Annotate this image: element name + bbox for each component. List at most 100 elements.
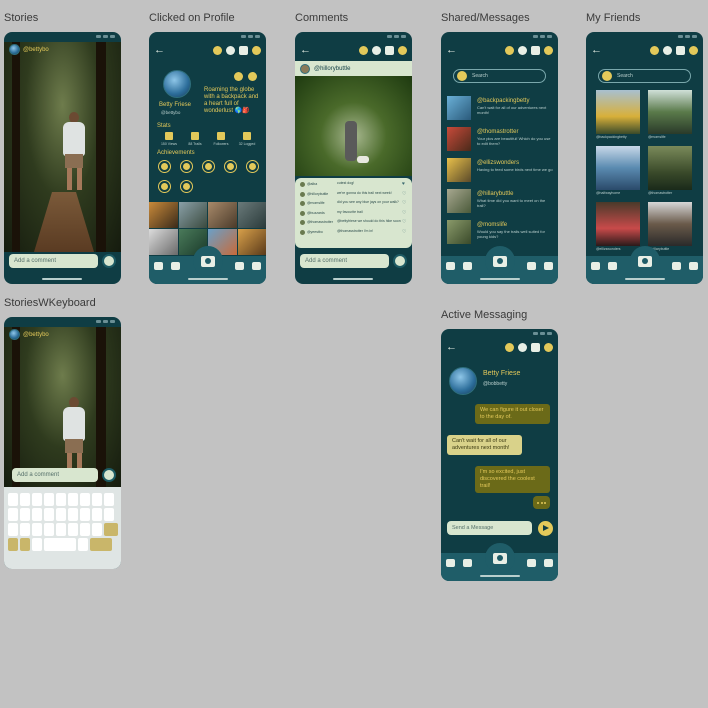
comment-send-button[interactable] [102,254,116,268]
friend-card[interactable]: @backpackingbetty [596,90,640,139]
story-user[interactable]: @bettybo [9,44,49,55]
camera-button[interactable] [629,246,660,276]
profile-icon[interactable] [372,45,381,55]
comment-bar: Add a comment [12,467,116,483]
heart-icon[interactable] [463,559,472,567]
camera-button[interactable] [192,246,223,276]
send-bar: Send a Message [447,520,553,536]
heart-icon[interactable] [171,262,180,270]
message-icon[interactable] [234,72,243,81]
map-icon[interactable] [672,262,681,270]
search-input[interactable]: Search [472,73,488,79]
back-arrow-icon[interactable]: ← [446,44,457,56]
comment-input[interactable]: Add a comment [9,254,98,268]
graduation-icon[interactable] [591,262,600,270]
heart-icon[interactable]: ♡ [402,219,407,225]
friends-icon[interactable] [239,45,248,55]
heart-icon[interactable] [463,262,472,270]
message-item[interactable]: @ellizswonders Having to feed some birds … [447,158,554,182]
grid-photo[interactable] [178,202,207,228]
search-bar[interactable]: Search [453,69,546,83]
graduation-icon[interactable] [446,262,455,270]
back-arrow-icon[interactable]: ← [446,341,457,353]
search-bar[interactable]: Search [598,69,691,83]
grid-photo[interactable] [149,229,178,255]
comment-send-button[interactable] [102,468,116,482]
friends-icon[interactable] [531,45,540,55]
frame-label-shared: Shared/Messages [441,12,530,24]
chat-icon[interactable] [359,45,368,55]
comment-input[interactable]: Add a comment [12,468,98,482]
comment-row: @alba cutest dog! ♥ [300,181,407,192]
grid-photo[interactable] [208,202,237,228]
grid-photo[interactable] [237,229,266,255]
graduation-icon[interactable] [446,559,455,567]
stories-screen: @bettybo Add a comment [4,32,121,284]
story-user[interactable]: @bettybo [9,329,49,340]
friends-icon[interactable] [676,45,685,55]
globe-icon[interactable] [544,45,553,55]
message-item[interactable]: @backpackingbetty Can't wait for all of o… [447,96,554,120]
camera-button[interactable] [484,246,515,276]
home-icon[interactable] [252,262,261,270]
friends-screen: ← Search @backpackingbetty @momslife @ha… [586,32,703,284]
friend-card[interactable]: @ellizswonders [596,202,640,251]
profile-icon[interactable] [226,45,235,55]
graduation-icon[interactable] [154,262,163,270]
chat-icon[interactable] [213,45,222,55]
grid-photo[interactable] [237,202,266,228]
add-friend-icon[interactable] [248,72,257,81]
heart-icon[interactable]: ♡ [402,190,407,197]
achievement-badge [158,160,171,173]
message-input[interactable]: Send a Message [447,521,532,535]
bottom-nav [441,246,558,284]
app-bar: ← [441,40,558,60]
friends-icon[interactable] [531,342,540,352]
comment-send-button[interactable] [393,254,407,268]
heart-icon[interactable]: ♡ [402,200,407,206]
map-icon[interactable] [527,262,536,270]
home-icon[interactable] [544,559,553,567]
search-input[interactable]: Search [617,73,633,79]
post-author[interactable]: @hillorybuttle [295,61,412,76]
home-icon[interactable] [544,262,553,270]
back-arrow-icon[interactable]: ← [300,44,311,56]
globe-icon[interactable] [398,45,407,55]
message-item[interactable]: @thomastrotter Your pics are beautiful! W… [447,127,554,151]
send-icon[interactable] [538,520,553,536]
friend-card[interactable]: @halfwayhome [596,146,640,195]
message-item[interactable]: @hillarybuttle What time did you want to … [447,189,554,213]
message-item[interactable]: @momslife Would you say the trails well s… [447,220,554,244]
profile-icon[interactable] [518,342,527,352]
globe-icon[interactable] [689,45,698,55]
globe-icon[interactable] [252,45,261,55]
heart-icon[interactable] [608,262,617,270]
comment-input[interactable]: Add a comment [300,254,389,268]
map-icon[interactable] [527,559,536,567]
friend-card[interactable]: @momslife [648,90,692,139]
heart-icon[interactable]: ♡ [402,228,407,235]
achievement-badge [246,160,259,173]
home-indicator [479,278,520,280]
keyboard[interactable] [4,487,121,569]
friends-icon[interactable] [385,45,394,55]
chat-icon[interactable] [505,45,514,55]
friend-card[interactable]: @hillarybuttle [648,202,692,251]
camera-button[interactable] [484,543,515,573]
map-icon[interactable] [235,262,244,270]
chat-icon[interactable] [650,45,659,55]
avatar [9,329,20,340]
profile-icon[interactable] [518,45,527,55]
back-arrow-icon[interactable]: ← [591,44,602,56]
heart-icon[interactable]: ♡ [402,209,407,216]
contact-handle: @bobbetty [483,381,508,387]
chat-icon[interactable] [505,342,514,352]
heart-icon[interactable]: ♥ [402,181,405,187]
globe-icon[interactable] [544,342,553,352]
back-arrow-icon[interactable]: ← [154,44,165,56]
friend-card[interactable]: @thomastrotter [648,146,692,195]
comment-row: @yeestbo @thomasstrotter I'm in! ♡ [300,228,407,240]
home-icon[interactable] [689,262,698,270]
profile-icon[interactable] [663,45,672,55]
grid-photo[interactable] [149,202,178,228]
